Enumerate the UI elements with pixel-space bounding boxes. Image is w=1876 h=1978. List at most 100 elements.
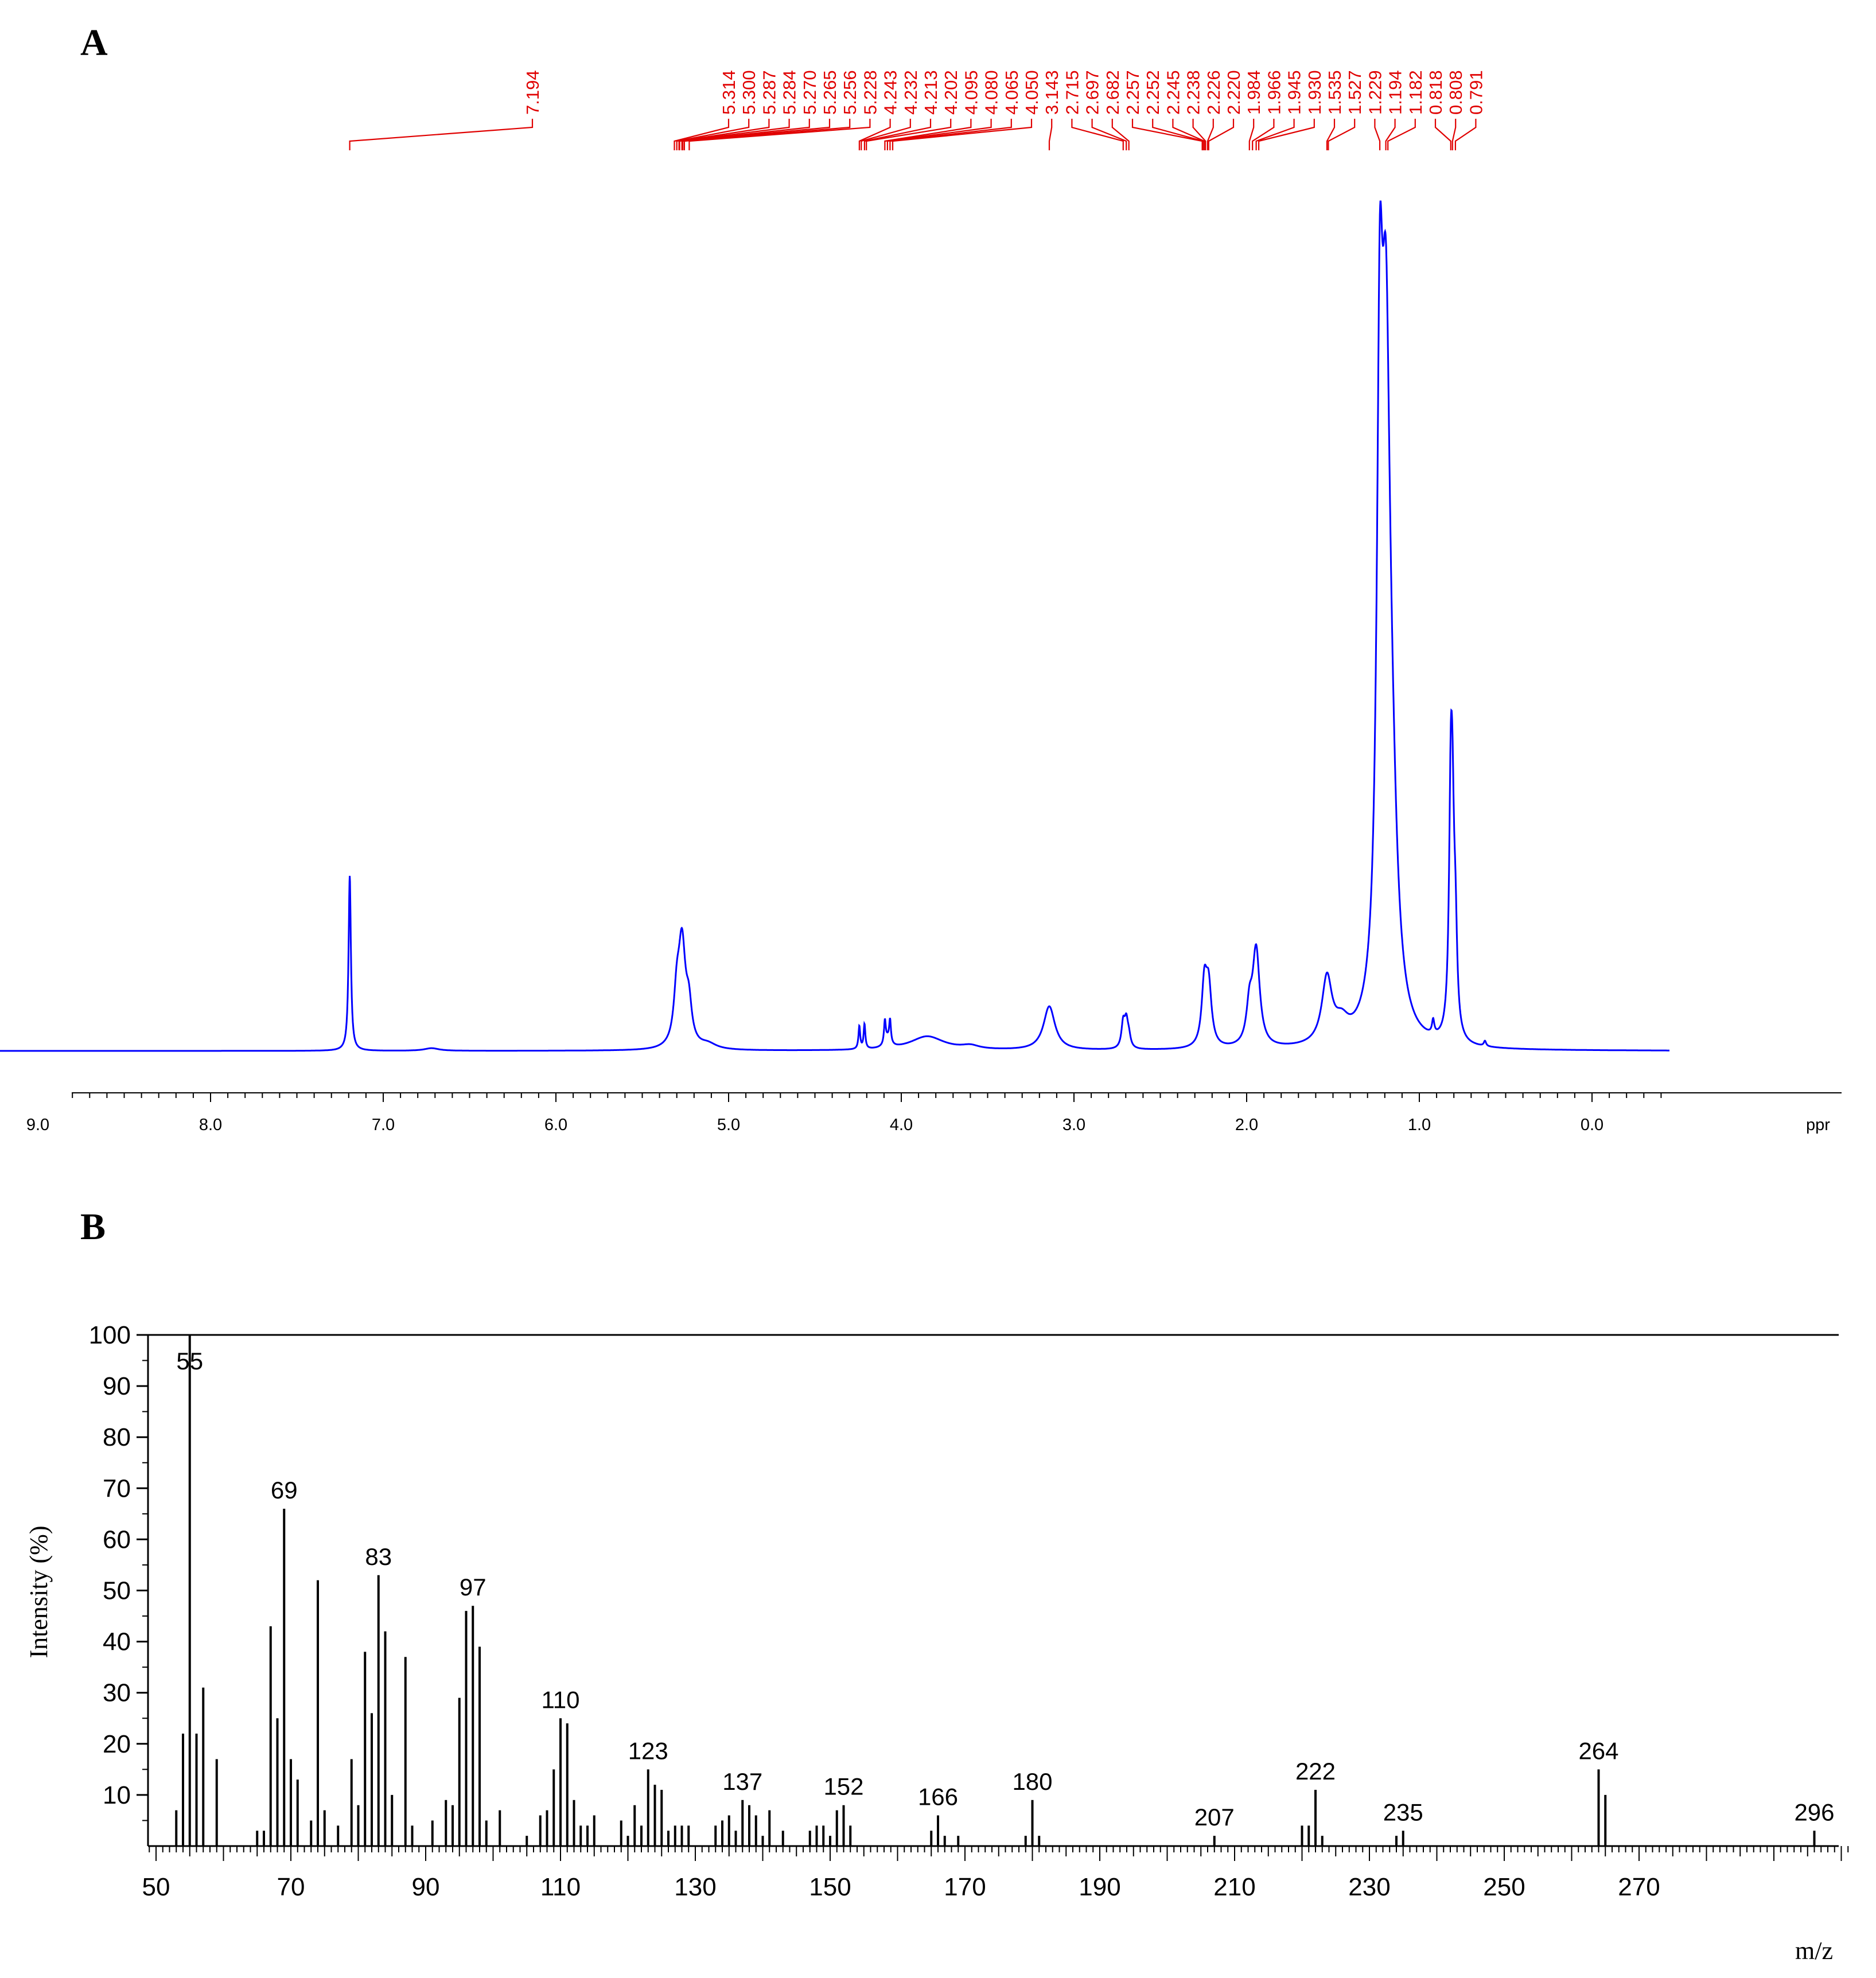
ms-peak-label: 152: [823, 1773, 863, 1800]
nmr-peak-leader-line: [1152, 119, 1204, 150]
nmr-peak-label: 0.791: [1466, 70, 1486, 115]
ms-peak-label: 264: [1578, 1737, 1618, 1764]
nmr-peak-leader-line: [1192, 119, 1206, 150]
nmr-peak-label: 1.194: [1385, 70, 1406, 115]
nmr-peak-leader-line: [889, 119, 1012, 150]
nmr-peak-label: 4.202: [941, 70, 961, 115]
ms-peak-label: 207: [1194, 1804, 1235, 1831]
nmr-peak-label: 4.080: [982, 70, 1002, 115]
nmr-peak-label: 7.194: [523, 70, 543, 115]
nmr-peak-label: 2.238: [1184, 70, 1204, 115]
panel-label-a: A: [80, 22, 108, 64]
nmr-peak-label: 1.945: [1285, 70, 1305, 115]
ms-x-tick-label: 190: [1079, 1873, 1120, 1901]
nmr-peak-label: 5.270: [800, 70, 820, 115]
nmr-peak-label: 1.182: [1406, 70, 1426, 115]
nmr-peak-leader-line: [1071, 119, 1124, 150]
nmr-peak-leader-line: [1374, 119, 1381, 150]
ms-y-tick-label: 100: [89, 1321, 131, 1349]
nmr-peak-label: 2.245: [1163, 70, 1183, 115]
ms-y-tick-label: 70: [103, 1474, 131, 1502]
ms-x-tick-label: 250: [1483, 1873, 1525, 1901]
nmr-peak-label: 5.256: [840, 70, 860, 115]
nmr-tick-label: 0.0: [1581, 1116, 1603, 1134]
nmr-peak-label: 2.252: [1143, 70, 1163, 115]
ms-peak-label: 222: [1295, 1758, 1336, 1785]
nmr-tick-label: 9.0: [26, 1116, 49, 1134]
ms-peak-label: 296: [1794, 1798, 1834, 1825]
nmr-peak-leader-line: [886, 119, 992, 150]
ms-peak-labels: 55 69 83 97 110 123 137 152 166 180 207 222 235 264 29…: [176, 1348, 1834, 1831]
nmr-peak-label: 0.808: [1446, 70, 1466, 115]
ms-x-tick-label: 210: [1213, 1873, 1255, 1901]
nmr-peak-leader-line: [683, 119, 851, 150]
nmr-peak-leader-line: [1385, 119, 1396, 150]
nmr-peak-leader-line: [1451, 119, 1457, 150]
nmr-peak-leader-line: [1252, 119, 1275, 150]
ms-y-tick-label: 60: [103, 1525, 131, 1553]
nmr-peak-label: 5.265: [820, 70, 840, 115]
ms-x-tick-label: 230: [1348, 1873, 1390, 1901]
nmr-peak-leader-line: [884, 119, 972, 150]
nmr-spectrum-trace: [0, 200, 1669, 1052]
nmr-tick-label: 3.0: [1062, 1116, 1085, 1134]
ms-x-tick-label: 50: [142, 1873, 170, 1901]
nmr-peak-leader-line: [1326, 119, 1336, 150]
ms-peak-label: 110: [542, 1686, 580, 1713]
ms-peak-label: 180: [1012, 1768, 1052, 1795]
ms-y-tick-label: 90: [103, 1372, 131, 1400]
ms-peak-label: 137: [722, 1768, 762, 1795]
ms-axes: 10 20 30 40 50 60 70 80 90 100 Intensity (%) 50 70 90…: [25, 1321, 1849, 1965]
nmr-tick-label: 2.0: [1235, 1116, 1258, 1134]
ms-x-tick-label: 130: [674, 1873, 716, 1901]
nmr-tick-label: 5.0: [717, 1116, 740, 1134]
ms-y-tick-label: 50: [103, 1577, 131, 1605]
ms-y-tick-label: 20: [103, 1730, 131, 1758]
nmr-peak-label: 4.213: [921, 70, 941, 115]
ms-x-tick-label: 170: [944, 1873, 986, 1901]
nmr-peak-label: 0.818: [1426, 70, 1446, 115]
nmr-peak-label: 3.143: [1042, 70, 1062, 115]
nmr-peak-leader-line: [1248, 119, 1255, 150]
nmr-peak-label: 1.229: [1365, 70, 1385, 115]
ms-bars: [175, 1335, 1816, 1846]
nmr-peak-leader-line: [1387, 119, 1416, 150]
ms-x-tick-label: 70: [277, 1873, 305, 1901]
nmr-peak-leader-line: [679, 119, 790, 150]
ms-peak-label: 97: [460, 1574, 486, 1601]
nmr-peak-label: 4.232: [901, 70, 921, 115]
nmr-tick-label: 8.0: [199, 1116, 222, 1134]
nmr-peak-leader-line: [1208, 119, 1235, 150]
nmr-peak-label: 5.228: [860, 70, 880, 115]
nmr-peak-leader-line: [1172, 119, 1205, 150]
nmr-peak-leader-line: [676, 119, 750, 150]
nmr-peak-label: 4.243: [881, 70, 901, 115]
nmr-peak-leader-line: [1454, 119, 1477, 150]
nmr-peak-leader-line: [866, 119, 952, 150]
nmr-peak-label: 5.300: [739, 70, 759, 115]
nmr-tick-label: 6.0: [544, 1116, 567, 1134]
nmr-peak-leader-line: [1328, 119, 1356, 150]
ms-y-tick-label: 10: [103, 1781, 131, 1809]
nmr-axis-unit-label: ppr: [1806, 1116, 1830, 1134]
nmr-peak-leader-line: [1255, 119, 1295, 150]
nmr-peak-label: 1.966: [1264, 70, 1284, 115]
nmr-peak-leader-line: [1048, 119, 1053, 150]
nmr-peak-label: 2.226: [1204, 70, 1224, 115]
nmr-peak-leader-line: [858, 119, 891, 150]
nmr-peak-label: 2.697: [1083, 70, 1103, 115]
nmr-peak-label: 1.930: [1305, 70, 1325, 115]
ms-y-axis-title: Intensity (%): [25, 1526, 53, 1658]
nmr-peak-label: 2.682: [1103, 70, 1123, 115]
nmr-peak-leader-line: [863, 119, 932, 150]
nmr-peak-leader-line: [688, 119, 871, 150]
ms-peak-label: 55: [176, 1348, 203, 1375]
nmr-x-axis: 9.0 8.0 7.0 6.0 5.0 4.0 3.0 2.0 1.0 0.0 ppr: [26, 1092, 1842, 1134]
nmr-peak-leader-line: [674, 119, 730, 150]
nmr-peak-leader-line: [1206, 119, 1214, 150]
ms-peak-label: 166: [918, 1784, 958, 1810]
ms-y-tick-label: 30: [103, 1679, 131, 1707]
nmr-peak-label: 2.715: [1062, 70, 1082, 115]
nmr-peak-leader-line: [1434, 119, 1451, 150]
ms-x-axis-title: m/z: [1795, 1937, 1833, 1965]
